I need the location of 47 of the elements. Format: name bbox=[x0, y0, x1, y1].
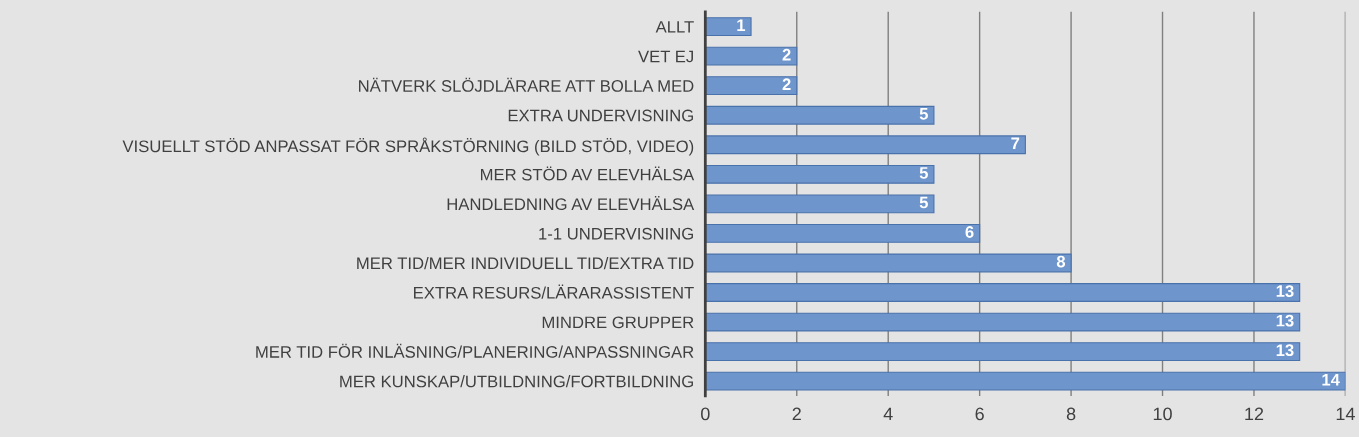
bar bbox=[705, 342, 1301, 362]
y-tick-label: MER KUNSKAP/UTBILDNING/FORTBILDNING bbox=[340, 375, 693, 388]
bar bbox=[705, 223, 981, 243]
y-tick-label: 1-1 UNDERVISNING bbox=[539, 227, 693, 240]
data-label: 13 bbox=[1276, 344, 1294, 357]
data-label: 7 bbox=[1011, 137, 1020, 150]
x-tick-label: 14 bbox=[1336, 407, 1355, 421]
bar bbox=[705, 283, 1301, 302]
y-tick-label: VISUELLT STÖD ANPASSAT FÖR SPRÅKSTÖRNING (BILD STÖD, VIDEO) bbox=[122, 137, 694, 156]
bar bbox=[705, 76, 798, 96]
x-tick-label: 6 bbox=[975, 407, 984, 421]
data-label: 5 bbox=[919, 108, 928, 120]
x-tick-label: 8 bbox=[1066, 407, 1076, 421]
x-tick-label: 10 bbox=[1153, 407, 1172, 421]
bar bbox=[705, 312, 1301, 332]
bar bbox=[705, 17, 752, 36]
x-tick-label: 4 bbox=[883, 407, 893, 421]
data-label: 5 bbox=[919, 196, 928, 209]
data-label: 2 bbox=[782, 48, 791, 61]
data-label: 8 bbox=[1056, 255, 1066, 268]
data-label: 6 bbox=[965, 226, 974, 238]
data-label: 2 bbox=[782, 78, 791, 90]
bar bbox=[705, 371, 1346, 391]
y-tick-label: EXTRA UNDERVISNING bbox=[508, 109, 693, 122]
data-label: 14 bbox=[1322, 373, 1340, 386]
y-tick-label: VET EJ bbox=[638, 50, 693, 63]
bar bbox=[705, 164, 935, 184]
bar bbox=[705, 105, 935, 125]
data-label: 13 bbox=[1276, 285, 1294, 297]
y-tick-label: MER TID/MER INDIVIDUELL TID/EXTRA TID bbox=[357, 256, 694, 270]
x-tick-label: 2 bbox=[792, 407, 801, 421]
data-label: 13 bbox=[1276, 314, 1294, 327]
bar bbox=[705, 46, 798, 66]
y-tick-label: EXTRA RESURS/LÄRARASSISTENT bbox=[414, 284, 694, 299]
y-tick-label: HANDLEDNING AV ELEVHÄLSA bbox=[447, 195, 695, 211]
y-tick-label: NÄTVERK SLÖJDLÄRARE ATT BOLLA MED bbox=[359, 77, 694, 92]
x-tick-label: 12 bbox=[1245, 407, 1264, 421]
y-tick-label: MER TID FÖR INLÄSNING/PLANERING/ANPASSNINGAR bbox=[256, 343, 694, 358]
bar bbox=[705, 194, 935, 214]
bar bbox=[705, 135, 1026, 155]
y-tick-label: MER STÖD AV ELEVHÄLSA bbox=[480, 166, 695, 181]
data-label: 1 bbox=[737, 19, 746, 31]
bar bbox=[705, 253, 1072, 273]
x-tick-label: 0 bbox=[701, 407, 710, 421]
data-label: 5 bbox=[919, 167, 928, 179]
y-tick-label: MINDRE GRUPPER bbox=[542, 316, 694, 329]
y-tick-label: ALLT bbox=[655, 21, 694, 33]
